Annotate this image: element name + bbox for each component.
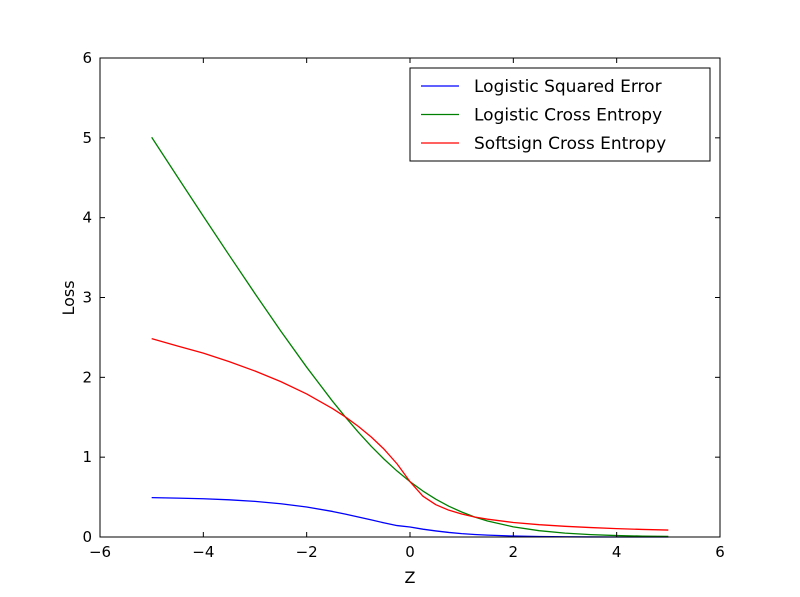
x-tick-label: 4 xyxy=(612,543,622,561)
x-tick-label: −2 xyxy=(296,543,318,561)
x-tick-label: 2 xyxy=(509,543,519,561)
x-tick-label: −6 xyxy=(89,543,111,561)
y-tick-label: 0 xyxy=(82,528,92,546)
x-tick-label: 6 xyxy=(715,543,725,561)
legend-label-3: Softsign Cross Entropy xyxy=(474,134,666,154)
x-tick-label: 0 xyxy=(405,543,415,561)
x-axis-label: Z xyxy=(405,568,416,587)
y-tick-label: 1 xyxy=(82,448,92,466)
legend: Logistic Squared Error Logistic Cross Ent… xyxy=(409,67,711,162)
x-tick-label: −4 xyxy=(192,543,214,561)
y-tick-label: 3 xyxy=(82,289,92,307)
y-tick-label: 4 xyxy=(82,209,92,227)
y-tick-label: 6 xyxy=(82,49,92,67)
plot-frame xyxy=(99,57,721,538)
series-line-3 xyxy=(151,337,669,531)
y-tick-label: 2 xyxy=(82,368,92,386)
tick-layer: −6 −4 −2 0 2 4 6 0 1 2 3 4 5 6 xyxy=(82,49,724,561)
y-axis-label: Loss xyxy=(59,280,78,315)
legend-label-1: Logistic Squared Error xyxy=(474,77,662,97)
y-tick-label: 5 xyxy=(82,129,92,147)
legend-box xyxy=(409,67,711,162)
legend-label-2: Logistic Cross Entropy xyxy=(474,106,662,126)
